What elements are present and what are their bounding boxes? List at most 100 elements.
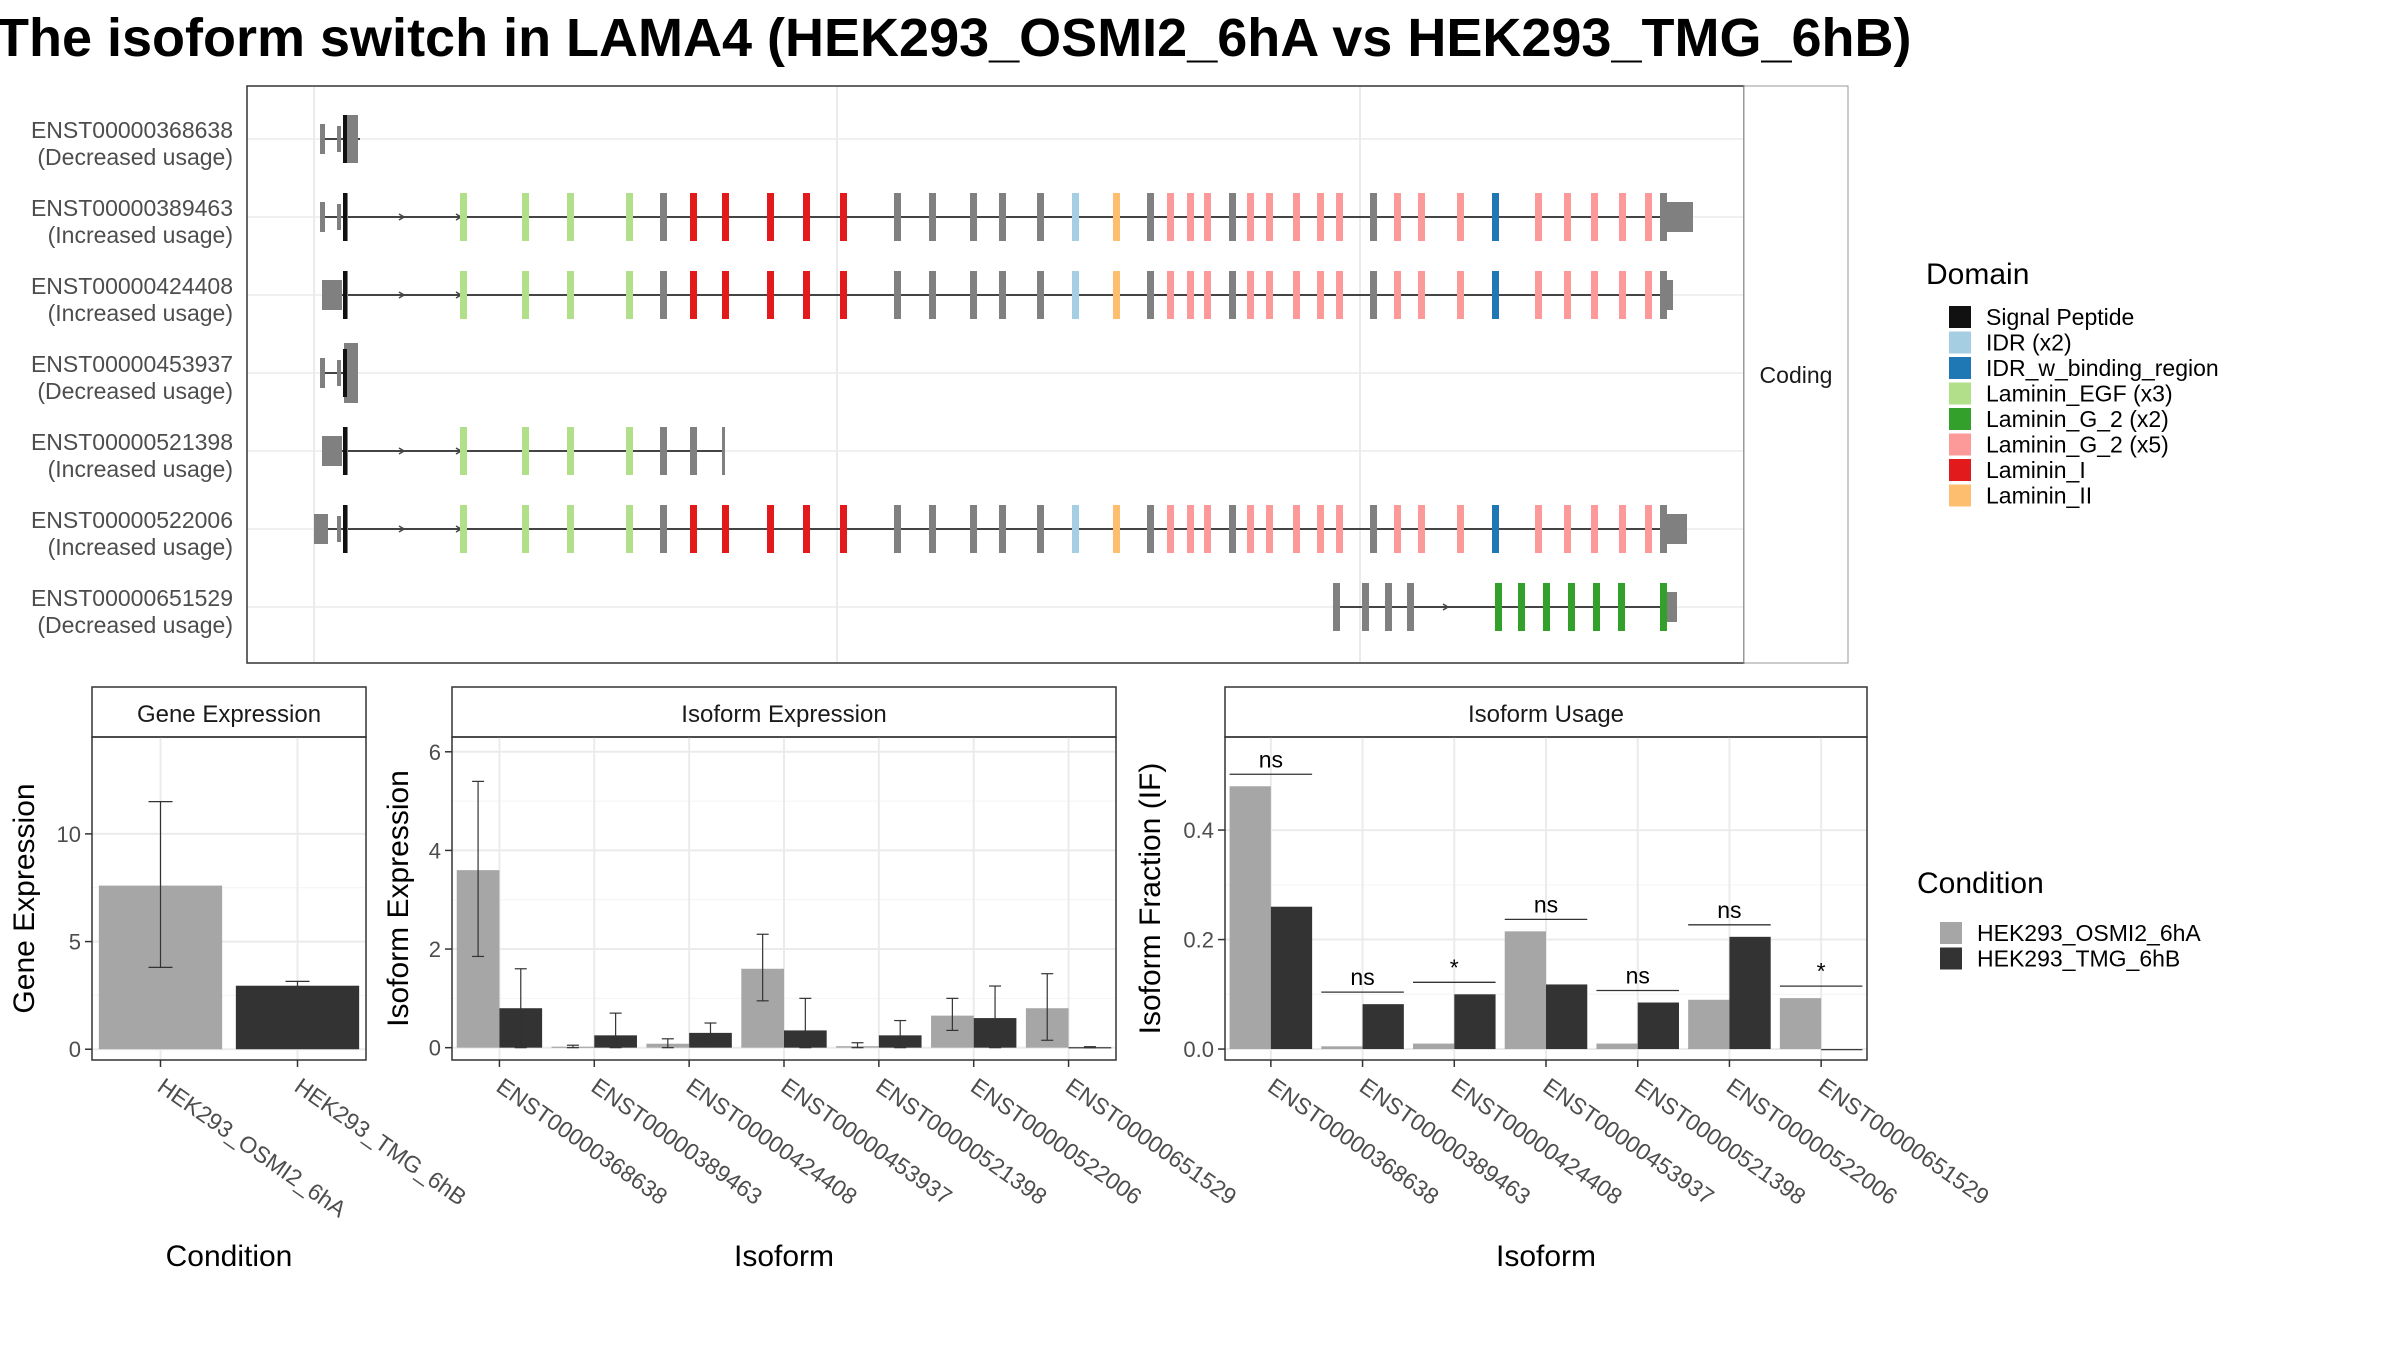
domain-legend-swatch (1949, 484, 1971, 507)
significance-label: * (1450, 954, 1459, 980)
condition-legend-swatch (1940, 947, 1962, 970)
transcript-row (320, 343, 358, 403)
exon-block (1564, 193, 1571, 241)
x-tick-label: ENST00000389463 (587, 1073, 767, 1210)
transcript-row (320, 193, 1693, 241)
exon-block (767, 505, 774, 553)
bar (1270, 906, 1313, 1050)
signal-peptide-block (343, 271, 347, 319)
exon-block (1418, 271, 1425, 319)
exon-block (1518, 583, 1525, 631)
transcript-row (322, 427, 725, 475)
transcript-id-label: ENST00000424408 (31, 273, 233, 299)
strand-arrow (1442, 603, 1450, 611)
signal-peptide-block (343, 115, 347, 163)
exon-block (660, 505, 667, 553)
x-tick-label: ENST00000389463 (1355, 1073, 1535, 1210)
exon-block (1645, 505, 1652, 553)
exon-block (1293, 505, 1300, 553)
exon-block (1072, 193, 1079, 241)
exon-block (522, 193, 529, 241)
domain-legend-label: Laminin_G_2 (x5) (1986, 432, 2169, 458)
exon-block (660, 193, 667, 241)
domain-legend-title: Domain (1926, 258, 2029, 291)
exon-block (1593, 583, 1600, 631)
exon-block (1113, 271, 1120, 319)
exon-block (1645, 193, 1652, 241)
exon-block (1266, 193, 1273, 241)
transcript-row (320, 115, 360, 163)
exon-block (1535, 271, 1542, 319)
exon-block (929, 505, 936, 553)
utr-block (320, 358, 325, 388)
exon-block (970, 193, 977, 241)
domain-legend-label: IDR_w_binding_region (1986, 355, 2219, 381)
exon-block (567, 427, 574, 475)
transcript-id-label: ENST00000521398 (31, 429, 233, 455)
exon-block (1492, 193, 1499, 241)
utr-block (1665, 280, 1673, 310)
exon-block (626, 271, 633, 319)
exon-block (567, 193, 574, 241)
exon-block (690, 193, 697, 241)
exon-block (970, 271, 977, 319)
transcript-row (1333, 583, 1677, 631)
exon-block (1495, 583, 1502, 631)
x-tick-label: ENST00000651529 (1814, 1073, 1994, 1210)
bar (1229, 786, 1271, 1050)
exon-block (767, 271, 774, 319)
exon-block (999, 193, 1006, 241)
bar (1362, 1004, 1404, 1050)
exon-block (1336, 505, 1343, 553)
utr-block (722, 427, 725, 475)
exon-block (660, 271, 667, 319)
bar (1779, 998, 1822, 1050)
exon-block (460, 505, 467, 553)
bar (1729, 936, 1771, 1050)
exon-block (1660, 271, 1667, 319)
utr-block (337, 126, 341, 152)
transcript-status-label: (Increased usage) (48, 456, 233, 482)
exon-block (1492, 271, 1499, 319)
exon-block (840, 505, 847, 553)
strand-arrow (398, 525, 406, 533)
signal-peptide-block (343, 193, 347, 241)
exon-block (1591, 271, 1598, 319)
y-tick-label: 2 (429, 937, 441, 962)
utr-block (344, 343, 358, 403)
strand-arrow (398, 291, 406, 299)
exon-block (970, 505, 977, 553)
bar-chart-panels: Gene Expression0510HEK293_OSMI2_6hAHEK29… (8, 686, 1994, 1273)
bar (1821, 1049, 1863, 1051)
exon-block (840, 193, 847, 241)
transcript-id-label: ENST00000522006 (31, 507, 233, 533)
y-tick-label: 0.4 (1183, 818, 1214, 843)
exon-block (1317, 271, 1324, 319)
utr-block (322, 280, 342, 310)
exon-block (929, 193, 936, 241)
exon-block (803, 271, 810, 319)
exon-block (1492, 505, 1499, 553)
exon-block (722, 505, 729, 553)
utr-block (337, 204, 341, 230)
exon-block (1229, 271, 1236, 319)
bar (1688, 999, 1730, 1050)
bar (1637, 1002, 1679, 1050)
y-tick-label: 4 (429, 838, 441, 863)
exon-block (1370, 271, 1377, 319)
x-tick-label: ENST00000651529 (1061, 1073, 1241, 1210)
exon-block (803, 505, 810, 553)
exon-block (460, 271, 467, 319)
transcript-labels: ENST00000368638(Decreased usage)ENST0000… (31, 117, 233, 638)
exon-block (1167, 271, 1174, 319)
domain-legend-label: Laminin_I (1986, 457, 2086, 483)
bar (1596, 1043, 1638, 1050)
y-axis-title: Gene Expression (8, 783, 41, 1013)
significance-label: ns (1350, 964, 1374, 990)
exon-block (999, 505, 1006, 553)
exon-block (1591, 505, 1598, 553)
domain-legend-label: Laminin_II (1986, 483, 2092, 509)
panel-strip-title: Gene Expression (137, 701, 321, 728)
strand-arrow (398, 447, 406, 455)
